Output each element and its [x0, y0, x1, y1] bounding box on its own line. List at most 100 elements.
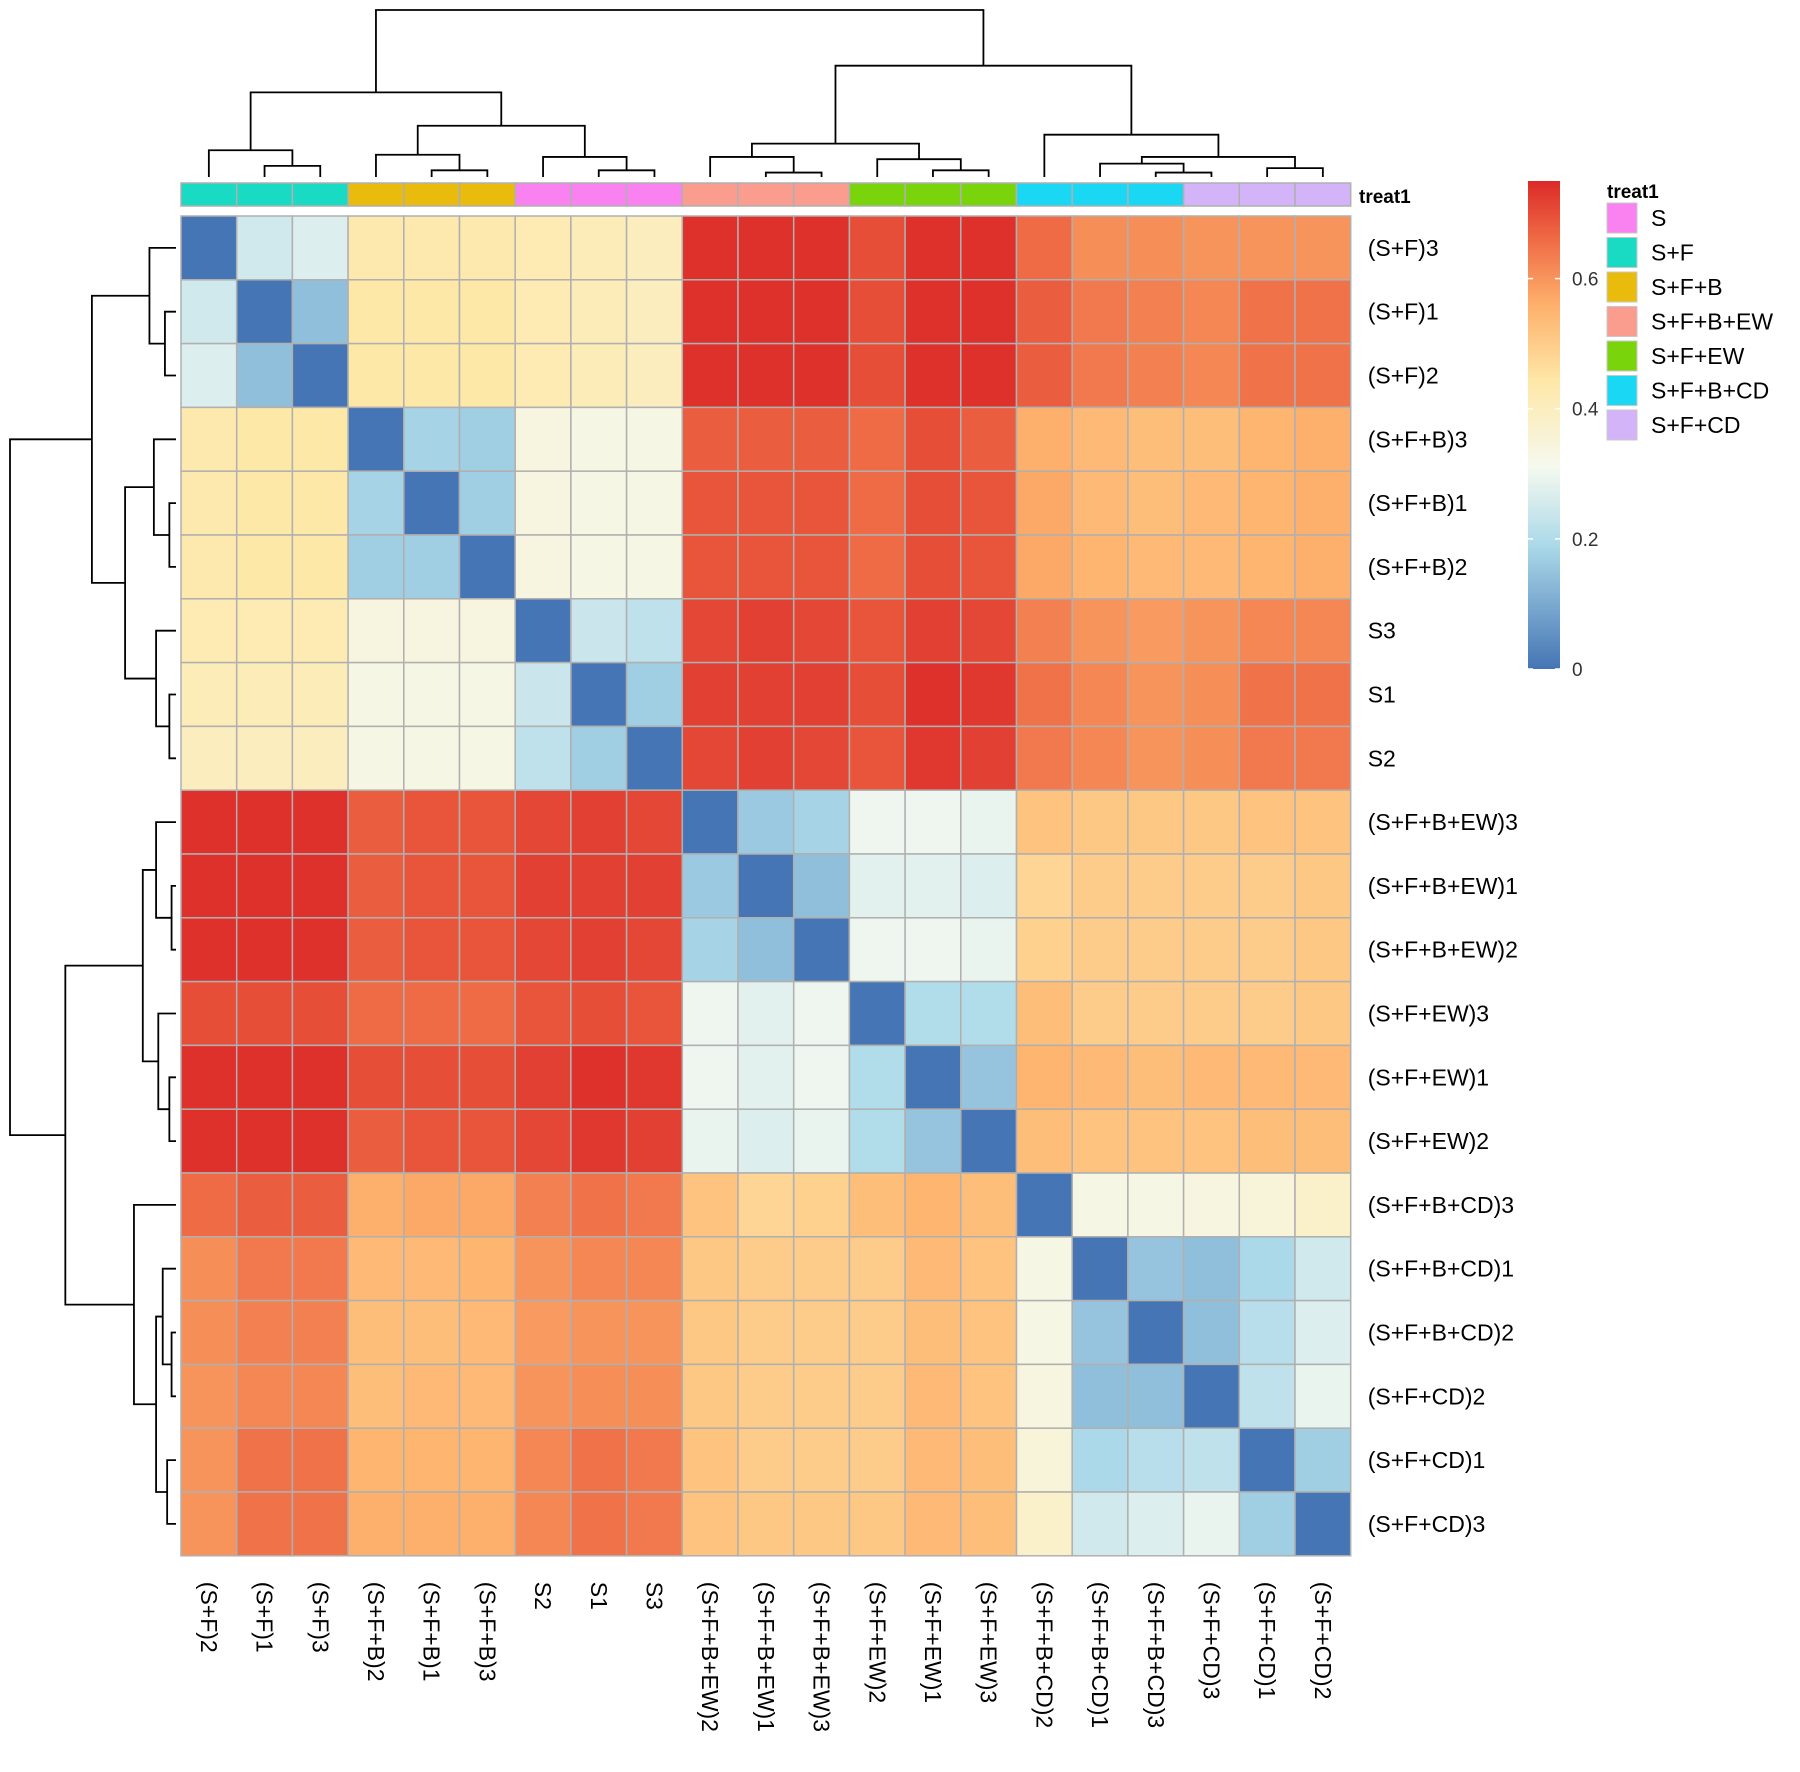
- heatmap-cell: [848, 279, 906, 345]
- heatmap-cell: [291, 661, 349, 728]
- dendrogram-branch: [430, 169, 489, 177]
- heatmap-cell: [458, 534, 516, 600]
- row-label: (S+F+B+CD)3: [1368, 1192, 1514, 1218]
- heatmap-cell: [848, 917, 906, 983]
- heatmap-cell: [848, 1108, 906, 1174]
- heatmap-cell: [1071, 534, 1129, 600]
- dendrogram-branch: [932, 169, 990, 177]
- heatmap-cell: [1015, 1363, 1073, 1429]
- heatmap-cell: [403, 1044, 461, 1110]
- column-label: (S+F)2: [196, 1582, 222, 1653]
- heatmap-cell: [737, 1299, 795, 1366]
- heatmap-cell: [291, 789, 349, 855]
- heatmap-cell: [737, 1427, 795, 1493]
- heatmap-cell: [1071, 406, 1129, 472]
- heatmap-cell: [904, 342, 962, 409]
- heatmap-cell: [1071, 1044, 1129, 1110]
- dendrogram-branch: [1099, 162, 1185, 177]
- heatmap-cell: [1182, 980, 1241, 1047]
- column-label: (S+F+EW)2: [864, 1582, 890, 1703]
- heatmap-cell: [792, 853, 851, 919]
- heatmap-cell: [291, 1363, 349, 1429]
- heatmap-cell: [403, 1172, 461, 1238]
- heatmap-cell: [1127, 1299, 1185, 1366]
- dendrogram-branch: [157, 1012, 176, 1111]
- column-label: S2: [530, 1582, 556, 1610]
- heatmap-cell: [848, 1491, 906, 1557]
- heatmap-cell: [1015, 279, 1073, 345]
- heatmap-cell: [1071, 1427, 1129, 1493]
- heatmap-cell: [1182, 1108, 1241, 1174]
- heatmap-cell: [403, 1299, 461, 1366]
- heatmap-cell: [514, 853, 572, 919]
- heatmap-cell: [625, 1172, 684, 1238]
- heatmap-cell: [1127, 406, 1185, 472]
- heatmap-cell: [960, 725, 1018, 791]
- dendrogram-branch: [1154, 171, 1213, 177]
- heatmap-cell: [737, 661, 795, 728]
- annotation-legend-label: S+F+B+CD: [1651, 378, 1769, 404]
- color-scale-legend: 0 0.2 0.4 0.6: [1528, 181, 1599, 681]
- annotation-cell: [235, 182, 294, 207]
- dendrogram-branch: [168, 502, 176, 568]
- heatmap-cell: [403, 1491, 461, 1557]
- dendrogram-branch: [141, 869, 159, 1063]
- heatmap-cell: [570, 789, 628, 855]
- heatmap-cell: [848, 470, 906, 536]
- heatmap-cell: [180, 1299, 238, 1366]
- heatmap-cell: [180, 1108, 238, 1174]
- heatmap-cell: [792, 406, 851, 472]
- heatmap-cell: [848, 1427, 906, 1493]
- annotation-cell: [1294, 182, 1352, 207]
- heatmap-cell: [737, 215, 795, 281]
- heatmap-cell: [180, 1491, 238, 1557]
- dendrogram-branch: [542, 156, 628, 177]
- heatmap-cell: [235, 598, 294, 664]
- heatmap-cell: [514, 342, 572, 409]
- heatmap-cell: [347, 1491, 405, 1557]
- heatmap-cell: [403, 725, 461, 791]
- heatmap-cell: [904, 853, 962, 919]
- heatmap-cell: [1127, 917, 1185, 983]
- heatmap-cell: [792, 534, 851, 600]
- heatmap-cell: [681, 534, 739, 600]
- heatmap-cell: [792, 725, 851, 791]
- heatmap-cell: [792, 1427, 851, 1493]
- row-label: (S+F+B+CD)1: [1368, 1256, 1514, 1282]
- heatmap-cell: [792, 279, 851, 345]
- heatmap-cell: [1294, 980, 1352, 1047]
- heatmap-cell: [458, 1172, 516, 1238]
- heatmap-cell: [458, 1299, 516, 1366]
- heatmap-cell: [625, 1491, 684, 1557]
- heatmap-cell: [514, 1491, 572, 1557]
- heatmap-cell: [458, 1427, 516, 1493]
- heatmap-cell: [1071, 1363, 1129, 1429]
- heatmap-cell: [1071, 1236, 1129, 1302]
- heatmap-cell: [1238, 1491, 1296, 1557]
- heatmap-cell: [792, 1363, 851, 1429]
- heatmap-cell: [1127, 1108, 1185, 1174]
- annotation-cell: [403, 182, 461, 207]
- heatmap-cell: [737, 1044, 795, 1110]
- dendrogram-branch: [751, 142, 920, 160]
- heatmap-cell: [681, 980, 739, 1047]
- heatmap-cell: [291, 215, 349, 281]
- heatmap-cell: [291, 1236, 349, 1302]
- heatmap-cell: [1182, 1236, 1241, 1302]
- heatmap-cell: [1294, 406, 1352, 472]
- colorbar-tick-label: 0.2: [1572, 530, 1598, 551]
- heatmap-cell: [570, 1491, 628, 1557]
- heatmap-cell: [514, 406, 572, 472]
- heatmap-cell: [458, 1491, 516, 1557]
- heatmap-cell: [1294, 1044, 1352, 1110]
- heatmap-cell: [180, 470, 238, 536]
- heatmap-cell: [960, 534, 1018, 600]
- heatmap-cell: [1294, 661, 1352, 728]
- heatmap-cell: [1294, 725, 1352, 791]
- heatmap-cell: [1238, 215, 1296, 281]
- heatmap-cell: [180, 661, 238, 728]
- column-label: (S+F+CD)3: [1198, 1582, 1224, 1700]
- dendrogram-branch: [161, 1267, 176, 1366]
- heatmap-cell: [681, 1108, 739, 1174]
- heatmap-cell: [681, 725, 739, 791]
